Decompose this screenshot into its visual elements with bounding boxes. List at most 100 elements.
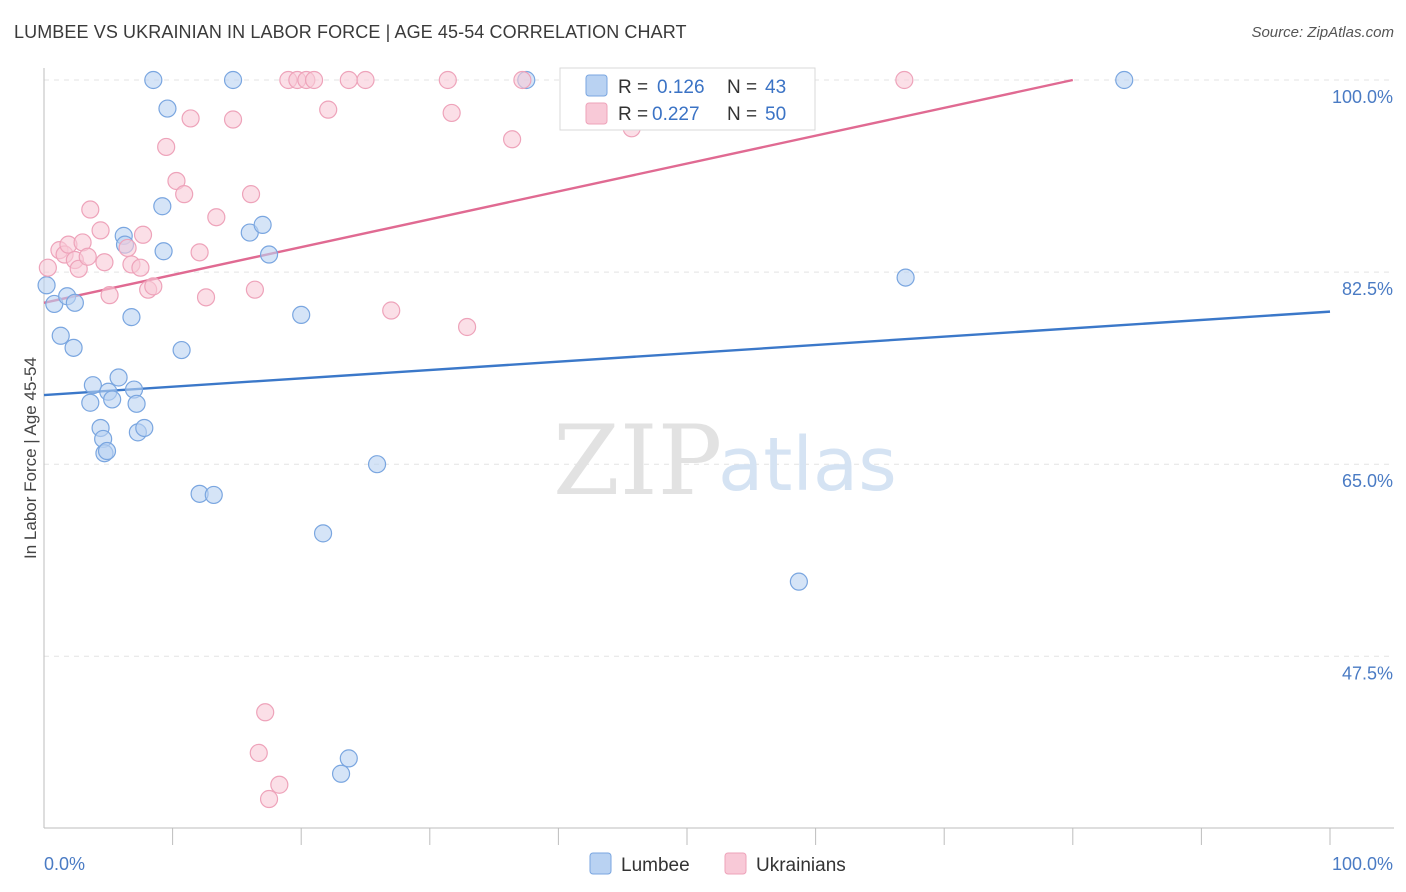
point-lumbee-23 — [153, 197, 172, 216]
point-ukrainians-31 — [270, 775, 289, 794]
point-lumbee-22 — [144, 70, 163, 90]
point-lumbee-24 — [154, 242, 173, 261]
tick-labels: 100.0% 82.5% 65.0% 47.5% 0.0% 100.0% — [44, 87, 1393, 874]
y-tick-label-3: 47.5% — [1342, 663, 1393, 683]
legend-swatch-lumbee — [585, 74, 608, 97]
point-lumbee-6 — [81, 393, 100, 412]
point-lumbee-7 — [83, 376, 102, 395]
axes — [43, 68, 1394, 845]
point-ukrainians-29 — [256, 703, 275, 722]
watermark-zip: ZIP — [553, 405, 722, 517]
point-ukrainians-35 — [304, 70, 324, 90]
point-lumbee-36 — [339, 749, 358, 768]
y-tick-label-2: 65.0% — [1342, 471, 1393, 491]
gridlines — [44, 79, 1394, 657]
point-ukrainians-36 — [319, 100, 338, 119]
point-ukrainians-40 — [438, 70, 457, 90]
point-lumbee-31 — [253, 215, 272, 234]
point-ukrainians-27 — [245, 280, 265, 299]
point-ukrainians-5 — [69, 259, 88, 278]
point-ukrainians-22 — [190, 243, 209, 262]
point-ukrainians-25 — [223, 110, 243, 129]
legend-r-value-ukrainians: 0.227 — [652, 104, 700, 125]
legend-n-label-ukrainians: N = — [727, 104, 757, 125]
legend-r-value-lumbee: 0.126 — [657, 77, 705, 98]
point-lumbee-35 — [331, 764, 351, 783]
watermark-atlas: atlas — [718, 422, 897, 508]
point-ukrainians-41 — [442, 103, 461, 123]
point-ukrainians-30 — [259, 789, 279, 809]
point-lumbee-37 — [367, 455, 387, 474]
trend-line-ukrainians — [43, 78, 1074, 305]
y-axis-title: In Labor Force | Age 45-54 — [21, 357, 40, 559]
legend-r-label-lumbee: R = — [618, 77, 648, 98]
legend-bottom-swatch-lumbee — [589, 852, 612, 875]
point-ukrainians-18 — [157, 137, 176, 157]
point-ukrainians-11 — [100, 286, 119, 305]
legend-n-value-lumbee: 43 — [765, 77, 786, 98]
point-lumbee-25 — [158, 99, 177, 118]
legend-swatch-ukrainians — [585, 102, 608, 125]
point-ukrainians-28 — [249, 743, 268, 762]
y-tick-label-1: 82.5% — [1342, 279, 1393, 299]
trend-line-lumbee — [43, 310, 1331, 397]
data-points — [37, 70, 1134, 809]
legend-bottom-label-lumbee: Lumbee — [621, 855, 690, 876]
point-lumbee-17 — [122, 308, 141, 327]
point-ukrainians-14 — [131, 258, 150, 277]
point-lumbee-21 — [135, 418, 154, 438]
point-ukrainians-21 — [181, 109, 200, 128]
point-ukrainians-43 — [503, 130, 522, 149]
point-ukrainians-8 — [81, 200, 100, 219]
trend-lines — [43, 78, 1331, 397]
point-lumbee-32 — [259, 245, 279, 264]
watermark: ZIP atlas — [553, 405, 897, 517]
point-ukrainians-23 — [196, 288, 216, 307]
chart-source: Source: ZipAtlas.com — [1251, 24, 1394, 41]
point-lumbee-29 — [223, 70, 243, 90]
legend-bottom-label-ukrainians: Ukrainians — [756, 855, 846, 876]
point-ukrainians-26 — [241, 185, 261, 204]
legend-bottom: Lumbee Ukrainians — [589, 852, 846, 876]
point-ukrainians-0 — [38, 258, 57, 277]
point-lumbee-2 — [51, 326, 70, 345]
point-lumbee-4 — [64, 338, 83, 357]
legend-n-label-lumbee: N = — [727, 77, 757, 98]
point-ukrainians-12 — [118, 238, 137, 258]
point-lumbee-5 — [65, 293, 84, 312]
point-lumbee-11 — [97, 441, 117, 461]
point-ukrainians-15 — [133, 225, 153, 244]
point-ukrainians-10 — [95, 253, 114, 272]
point-lumbee-34 — [313, 524, 333, 543]
point-ukrainians-24 — [207, 208, 226, 227]
point-ukrainians-20 — [175, 185, 194, 204]
legend-r-label-ukrainians: R = — [618, 104, 648, 125]
legend-top: R = 0.126 N = 43 R = 0.227 N = 50 — [559, 67, 816, 131]
point-lumbee-14 — [109, 368, 128, 387]
point-ukrainians-7 — [78, 247, 97, 266]
legend-bottom-swatch-ukrainians — [724, 852, 747, 875]
x-tick-label-1: 100.0% — [1332, 854, 1393, 874]
point-ukrainians-39 — [382, 301, 401, 320]
point-lumbee-42 — [1115, 70, 1134, 90]
point-lumbee-33 — [292, 305, 311, 325]
point-ukrainians-17 — [144, 277, 163, 296]
point-lumbee-0 — [37, 276, 56, 295]
point-ukrainians-9 — [91, 221, 110, 240]
chart-title: LUMBEE VS UKRAINIAN IN LABOR FORCE | AGE… — [14, 22, 687, 42]
point-ukrainians-37 — [339, 70, 358, 90]
x-tick-label-0: 0.0% — [44, 854, 85, 874]
point-lumbee-40 — [789, 572, 808, 591]
point-lumbee-28 — [204, 485, 223, 505]
point-lumbee-19 — [127, 394, 146, 413]
point-ukrainians-42 — [457, 317, 477, 337]
point-lumbee-13 — [103, 390, 122, 409]
point-lumbee-26 — [172, 340, 191, 360]
y-tick-label-0: 100.0% — [1332, 87, 1393, 107]
point-ukrainians-49 — [895, 70, 914, 90]
point-lumbee-41 — [896, 268, 915, 287]
point-ukrainians-44 — [513, 70, 532, 90]
point-ukrainians-38 — [356, 70, 375, 90]
legend-n-value-ukrainians: 50 — [765, 104, 786, 125]
